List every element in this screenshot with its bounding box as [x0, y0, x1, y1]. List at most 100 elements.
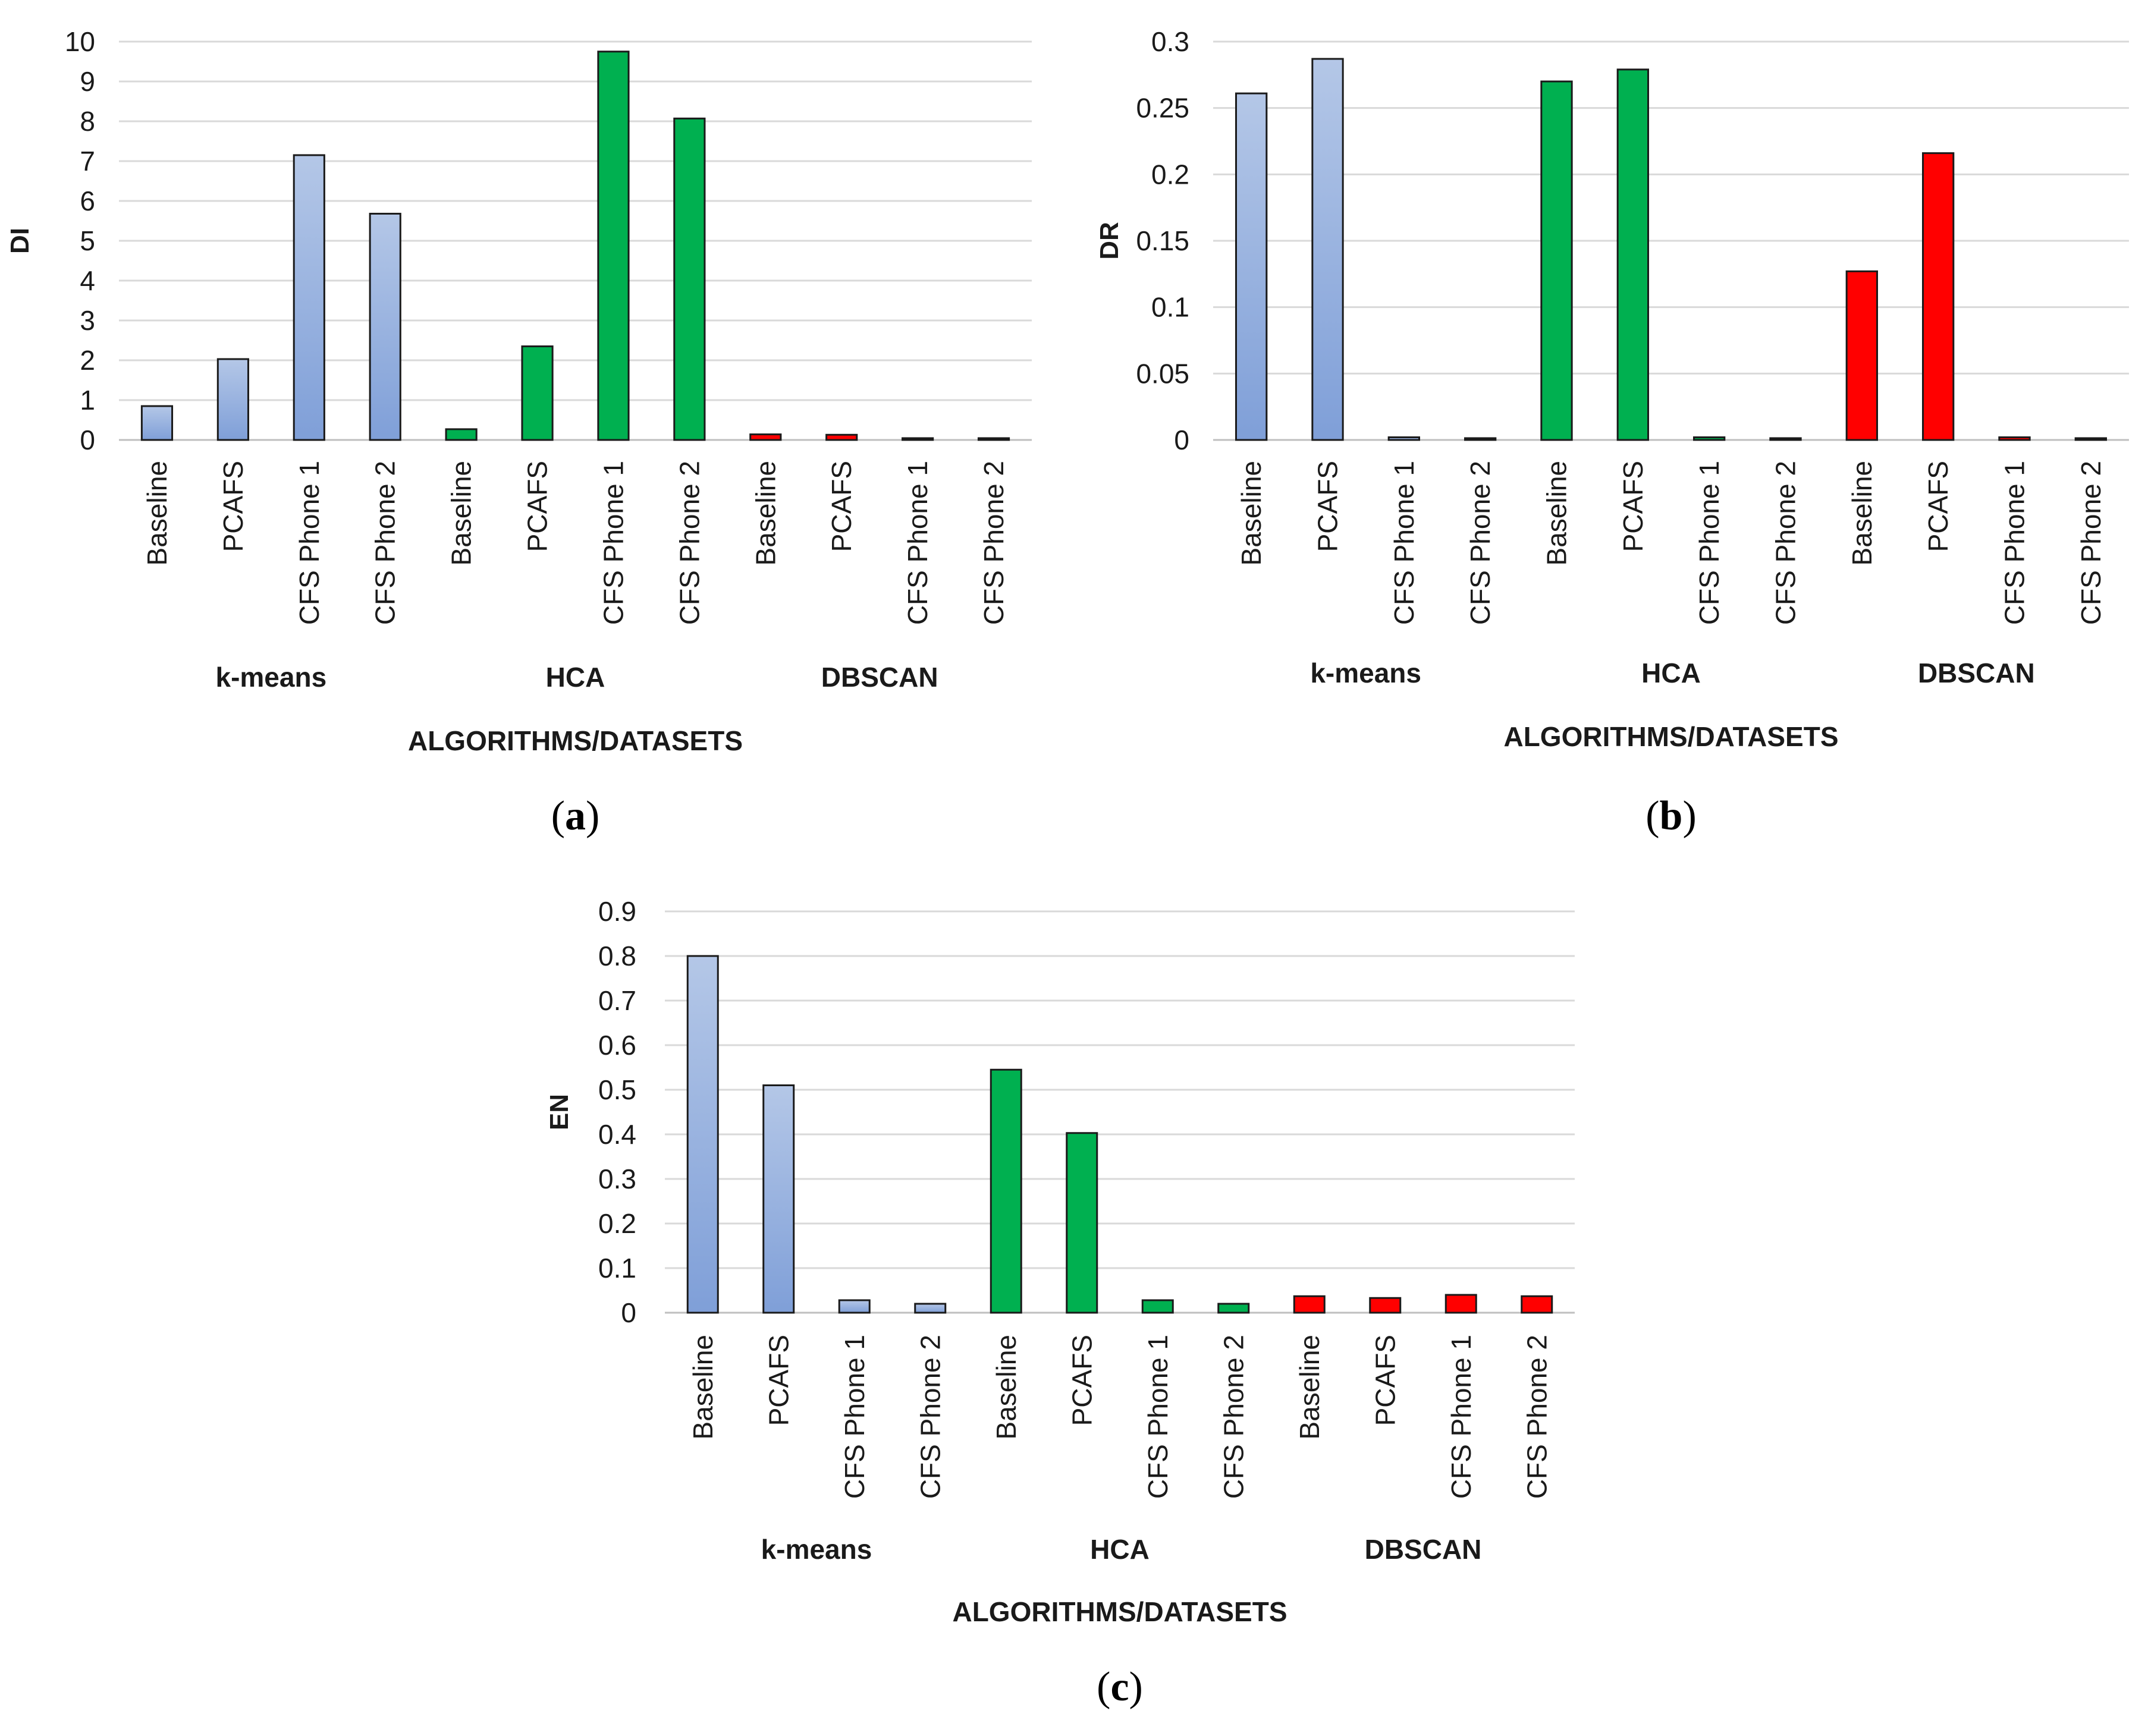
panel-caption: (b): [1645, 793, 1697, 839]
category-label: CFS Phone 2: [1218, 1335, 1249, 1499]
bar-dbscan-baseline: [749, 433, 782, 441]
bar-k-means-cfs-phone-1: [838, 1299, 871, 1314]
category-label: Baseline: [1294, 1335, 1325, 1439]
category-label: PCAFS: [218, 461, 249, 552]
category-label: Baseline: [1541, 461, 1572, 565]
bar-hca-cfs-phone-2: [673, 117, 706, 441]
y-tick-label: 0.4: [598, 1119, 636, 1150]
y-tick-label: 10: [65, 26, 95, 57]
panel-caption: (c): [1097, 1664, 1143, 1710]
y-tick-label: 0: [80, 424, 95, 455]
y-tick-label: 0.2: [1151, 159, 1189, 190]
bar-k-means-cfs-phone-1: [1387, 436, 1421, 441]
bar-k-means-cfs-phone-2: [914, 1303, 947, 1314]
y-tick-label: 0.1: [598, 1253, 636, 1284]
y-tick-label: 9: [80, 66, 95, 97]
y-tick-label: 0: [1174, 424, 1189, 455]
category-label: CFS Phone 1: [1999, 461, 2030, 625]
group-label: DBSCAN: [821, 662, 938, 693]
x-axis-title: ALGORITHMS/DATASETS: [952, 1596, 1287, 1627]
category-label: CFS Phone 1: [1446, 1335, 1477, 1499]
bar-dbscan-pcafs: [825, 433, 858, 441]
y-tick-label: 5: [80, 225, 95, 256]
bar-dbscan-baseline: [1293, 1295, 1326, 1314]
y-tick-label: 0.7: [598, 985, 636, 1016]
bar-dbscan-cfs-phone-1: [902, 437, 934, 441]
category-label: PCAFS: [1618, 461, 1648, 552]
y-tick-label: 0.25: [1136, 93, 1189, 124]
bar-hca-cfs-phone-1: [1693, 436, 1726, 441]
category-label: PCAFS: [763, 1335, 794, 1426]
x-axis-title: ALGORITHMS/DATASETS: [1503, 721, 1838, 752]
category-label: CFS Phone 1: [598, 461, 629, 625]
category-label: Baseline: [1846, 461, 1877, 565]
y-tick-label: 0.15: [1136, 225, 1189, 256]
bar-k-means-pcafs: [216, 358, 249, 441]
y-tick-label: 0: [621, 1297, 636, 1328]
y-axis-title: DI: [5, 228, 34, 254]
category-label: CFS Phone 1: [294, 461, 325, 625]
category-label: Baseline: [1236, 461, 1267, 565]
group-label: DBSCAN: [1918, 658, 2035, 688]
category-label: CFS Phone 1: [1389, 461, 1420, 625]
bar-k-means-cfs-phone-1: [293, 154, 325, 441]
category-label: CFS Phone 2: [1770, 461, 1801, 625]
category-label: CFS Phone 2: [915, 1335, 946, 1499]
bar-k-means-cfs-phone-2: [369, 212, 401, 441]
bar-hca-cfs-phone-1: [597, 51, 630, 441]
group-label: DBSCAN: [1365, 1534, 1482, 1565]
chart-en: 0 0.1 0.2 0.3 0.4 0.5 0.6 0.7 0.8 0.9 Baseline PCAF…: [545, 896, 1575, 1710]
category-label: PCAFS: [1370, 1335, 1400, 1426]
y-tick-label: 0.8: [598, 941, 636, 971]
category-label: CFS Phone 2: [370, 461, 401, 625]
y-tick-label: 0.3: [1151, 26, 1189, 57]
bar-hca-cfs-phone-2: [1217, 1303, 1250, 1314]
y-tick-label: 0.1: [1151, 292, 1189, 323]
y-tick-label: 7: [80, 146, 95, 177]
group-label: HCA: [1641, 658, 1701, 688]
bar-dbscan-baseline: [1845, 270, 1879, 441]
bar-dbscan-cfs-phone-1: [1998, 436, 2031, 441]
y-tick-label: 0.3: [598, 1163, 636, 1194]
chart-dr: 0 0.05 0.1 0.15 0.2 0.25 0.3 Baseline PCAFS CFS P…: [1095, 26, 2129, 839]
bar-dbscan-cfs-phone-2: [1521, 1295, 1553, 1314]
bar-dbscan-pcafs: [1922, 152, 1955, 441]
category-label: CFS Phone 2: [1521, 1335, 1552, 1499]
category-label: CFS Phone 2: [2075, 461, 2106, 625]
y-axis-title: EN: [545, 1094, 574, 1130]
y-tick-label: 4: [80, 265, 95, 296]
y-axis-title: DR: [1095, 222, 1124, 260]
bar-k-means-pcafs: [762, 1084, 795, 1314]
category-label: PCAFS: [1923, 461, 1954, 552]
group-label: k-means: [216, 662, 327, 693]
category-label: Baseline: [142, 461, 172, 565]
bar-hca-pcafs: [521, 345, 554, 441]
y-tick-label: 8: [80, 106, 95, 137]
y-tick-label: 6: [80, 185, 95, 216]
bar-dbscan-pcafs: [1369, 1297, 1402, 1314]
chart-di: 0 1 2 3 4 5 6 7 8 9 10 Baseline PCAFS CFS Phone 1 CFS …: [5, 26, 1032, 839]
category-label: Baseline: [991, 1335, 1022, 1439]
bar-k-means-baseline: [1235, 92, 1268, 441]
group-label: HCA: [1090, 1534, 1150, 1565]
category-label: PCAFS: [1066, 1335, 1097, 1426]
x-axis-title: ALGORITHMS/DATASETS: [408, 725, 743, 756]
category-label: PCAFS: [1312, 461, 1343, 552]
bar-k-means-pcafs: [1311, 58, 1344, 441]
bar-dbscan-cfs-phone-1: [1444, 1294, 1477, 1314]
panel-caption: (a): [551, 793, 600, 839]
bar-k-means-cfs-phone-2: [1464, 437, 1497, 441]
category-label: CFS Phone 1: [839, 1335, 870, 1499]
bar-hca-pcafs: [1066, 1132, 1098, 1314]
bar-dbscan-cfs-phone-2: [2074, 437, 2108, 441]
bar-k-means-baseline: [140, 405, 174, 441]
category-label: PCAFS: [522, 461, 553, 552]
group-label: k-means: [761, 1534, 872, 1565]
category-label: CFS Phone 2: [978, 461, 1009, 625]
y-tick-label: 0.5: [598, 1074, 636, 1105]
y-tick-label: 3: [80, 305, 95, 336]
category-label: Baseline: [446, 461, 477, 565]
bar-hca-baseline: [990, 1068, 1022, 1314]
bar-hca-baseline: [445, 428, 478, 441]
